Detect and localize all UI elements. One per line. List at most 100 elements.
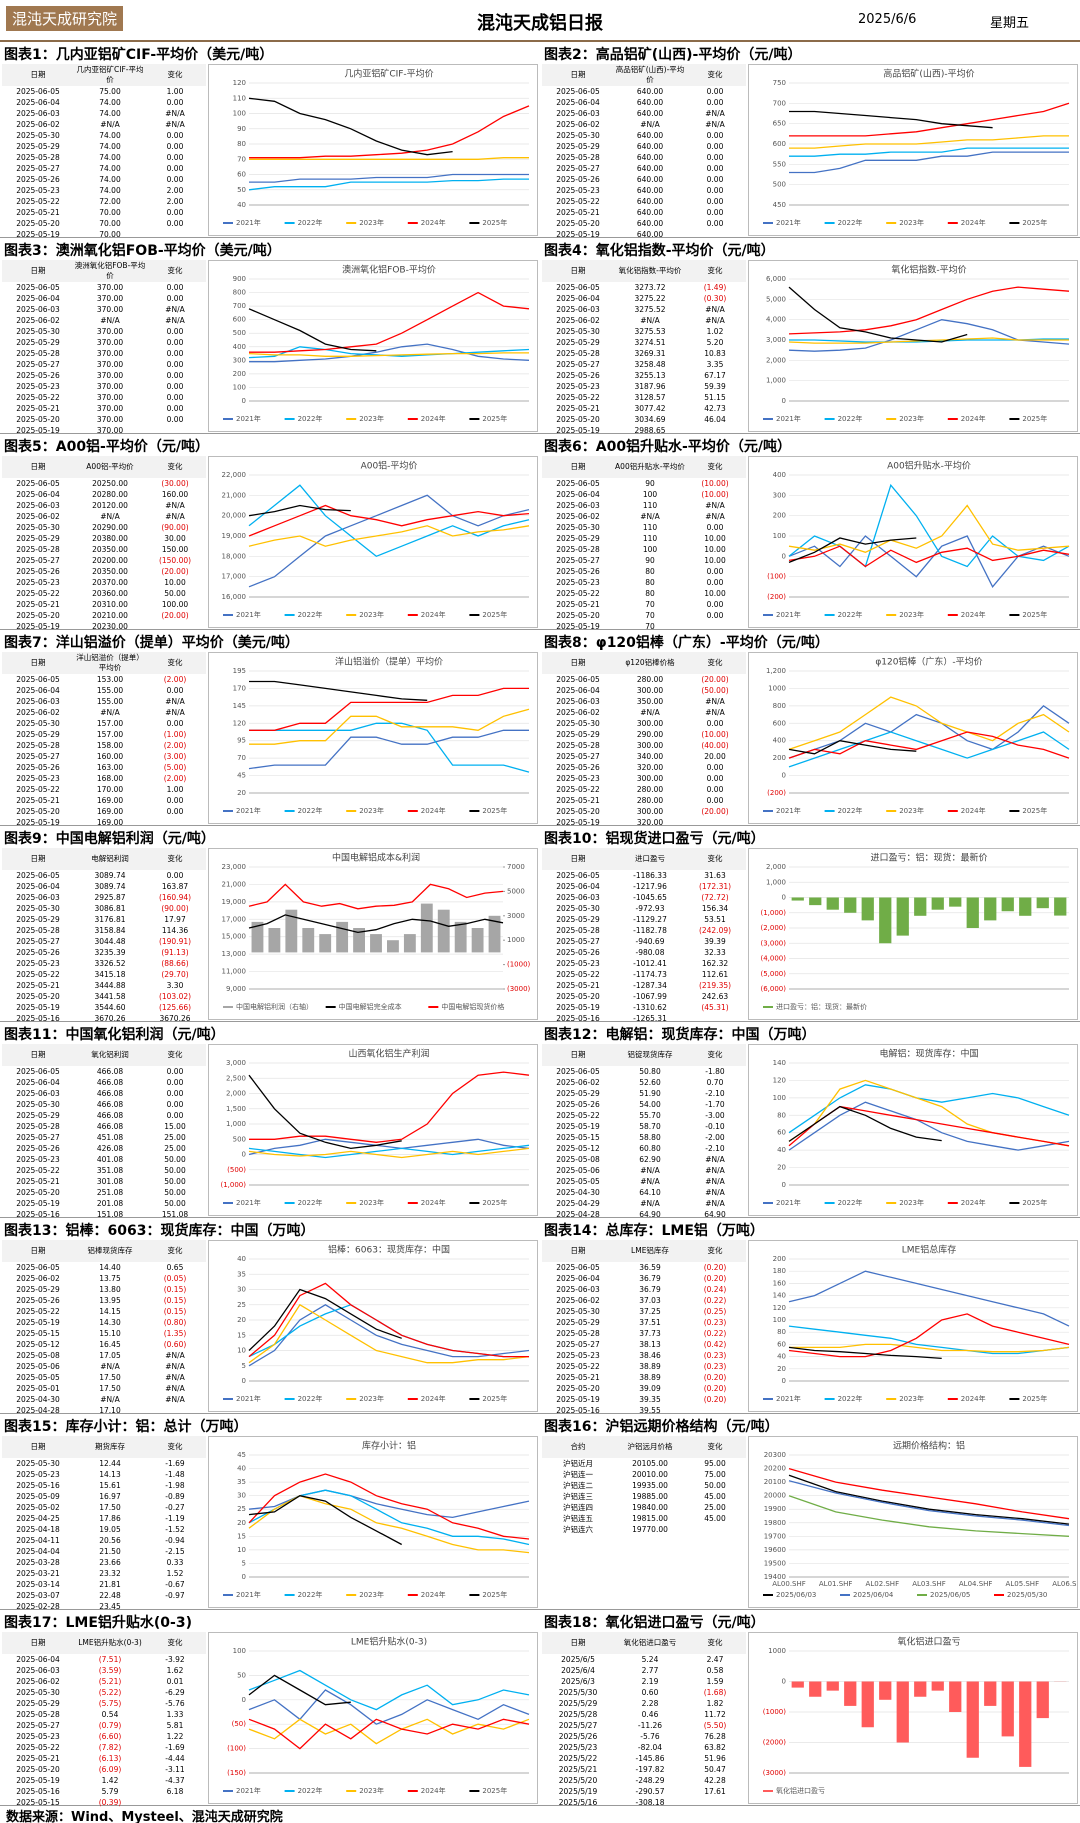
bar xyxy=(420,903,433,953)
table-cell: 2025-05-20 xyxy=(16,1188,60,1197)
table-cell: 0.00 xyxy=(706,523,724,532)
chart: 远期价格结构：铝 19400 19500 19600 19700 19800 19900 20… xyxy=(748,1436,1078,1608)
table-cell: 2025-05-29 xyxy=(556,142,600,151)
table-cell: (6.13) xyxy=(98,1754,122,1763)
table-cell: 2025-05-20 xyxy=(16,219,60,228)
table-cell: 640.00 xyxy=(636,153,664,162)
table-cell: -290.57 xyxy=(635,1787,665,1796)
table-cell: 300.00 xyxy=(636,774,664,783)
legend-label: 2022年 xyxy=(838,1394,863,1403)
column-header: 日期 xyxy=(570,1050,586,1059)
legend-label: 2025年 xyxy=(482,806,507,815)
y-tick-label: 200 xyxy=(773,1255,786,1263)
table-cell: 2025-03-07 xyxy=(16,1591,60,1600)
column-header: 澳洲氧化铝FOB-平均价 xyxy=(74,261,146,280)
chart-title: 进口盈亏：铝：现货：最新价 xyxy=(870,852,987,864)
legend-label: 2025年 xyxy=(1022,1198,1047,1207)
column-header: 变化 xyxy=(707,266,723,275)
table-cell: 50.00 xyxy=(704,1481,726,1490)
table-cell: 2025-02-28 xyxy=(16,1602,60,1611)
bar xyxy=(1001,1681,1014,1737)
table-cell: 0.00 xyxy=(706,164,724,173)
column-header: 日期 xyxy=(30,1638,46,1647)
table-cell: 0.00 xyxy=(166,1100,184,1109)
table-cell: 2.19 xyxy=(641,1677,659,1686)
table-cell: 20370.00 xyxy=(92,578,128,587)
y-tick-label: 6,000 xyxy=(766,275,786,283)
legend-label: 2023年 xyxy=(359,1394,384,1403)
table-cell: #N/A xyxy=(640,512,660,521)
table-row: 2025-05-20 20210.00 (20.00) xyxy=(2,610,206,621)
table-cell: 2025-06-04 xyxy=(16,1078,60,1087)
data-table: 日期 A00铝-平均价 变化 2025-06-05 20250.00 (30.00) 202… xyxy=(2,456,206,632)
y-tick-label: 120 xyxy=(233,719,246,727)
table-cell: (0.60) xyxy=(163,1340,187,1349)
table-row: 2025-05-19 169.00 xyxy=(2,817,206,828)
table-cell: 37.03 xyxy=(639,1296,661,1305)
table-cell: 2025-06-03 xyxy=(16,893,60,902)
table-cell: 2025-05-30 xyxy=(556,327,600,336)
table-row: 2025-05-26 3235.39 (91.13) xyxy=(2,947,206,958)
panel-title: 图表1：几内亚铝矿CIF-平均价（美元/吨） xyxy=(4,47,274,63)
table-cell: 1.00 xyxy=(166,87,184,96)
table-cell: 110 xyxy=(642,534,658,543)
panel: 图表3：澳洲氧化铝FOB-平均价（美元/吨） 日期 澳洲氧化铝FOB-平均价 变化 20… xyxy=(0,238,540,435)
table-row: 2025-05-26 80 0.00 xyxy=(542,566,746,577)
series-line xyxy=(788,1101,1070,1151)
panel-title: 图表4：氧化铝指数-平均价（元/吨） xyxy=(544,243,775,259)
y-tick-label: (50) xyxy=(232,1720,247,1728)
legend-label: 2023年 xyxy=(899,414,924,423)
table-cell: 2025-05-06 xyxy=(16,1362,60,1371)
table-cell: -1129.27 xyxy=(633,915,667,924)
column-header: 日期 xyxy=(570,1246,586,1255)
table-row: 2025/5/20 -248.29 42.28 xyxy=(542,1775,746,1786)
table-row: 2025-05-05 17.50 #N/A xyxy=(2,1372,206,1383)
table-cell: 350.00 xyxy=(636,697,664,706)
table-cell: 0.60 xyxy=(641,1688,659,1697)
series-line xyxy=(248,1669,530,1711)
y-tick-label: 650 xyxy=(773,120,786,128)
table-cell: 0.00 xyxy=(166,1078,184,1087)
table-row: 2025-05-22 3415.18 (29.70) xyxy=(2,969,206,980)
table-row: 2025-05-12 60.80 -2.10 xyxy=(542,1143,746,1154)
bar xyxy=(1001,897,1014,912)
table-row: 2025-05-19 14.30 (0.80) xyxy=(2,1317,206,1328)
table-cell: 2025/5/23 xyxy=(558,1743,598,1752)
table-cell: 466.08 xyxy=(96,1111,124,1120)
table-cell: -1182.78 xyxy=(633,926,667,935)
table-cell: 2025-05-20 xyxy=(556,415,600,424)
y-tick-label: 40 xyxy=(777,1353,786,1361)
y-tick-label: 20200 xyxy=(764,1465,786,1473)
table-cell: 2025-05-29 xyxy=(16,534,60,543)
column-header: 日期 xyxy=(30,1246,46,1255)
table-row: 2025-05-19 39.35 (0.20) xyxy=(542,1394,746,1405)
table-cell: 5.24 xyxy=(641,1655,659,1664)
y-tick-label: 0 xyxy=(782,1678,786,1686)
table-row: 2025-06-05 280.00 (20.00) xyxy=(542,674,746,685)
table-cell: 2025/5/27 xyxy=(558,1721,598,1730)
table-cell: 3441.58 xyxy=(94,992,126,1001)
table-cell: 163.87 xyxy=(161,882,189,891)
table-cell: 20010.00 xyxy=(632,1470,668,1479)
table-cell: -1310.62 xyxy=(633,1003,667,1012)
series-line xyxy=(248,97,453,156)
table-row: 2025-05-12 16.45 (0.60) xyxy=(2,1339,206,1350)
table-cell: 0.46 xyxy=(641,1710,659,1719)
table-cell: #N/A xyxy=(640,120,660,129)
table-cell: #N/A xyxy=(705,512,725,521)
table-cell: 14.40 xyxy=(99,1263,121,1272)
panel-title: 图表18：氧化铝进口盈亏（元/吨） xyxy=(544,1615,765,1631)
table-cell: 2025-05-29 xyxy=(556,534,600,543)
table-cell: 0.00 xyxy=(166,1089,184,1098)
legend-label: 2022年 xyxy=(298,1786,323,1795)
table-cell: 20.00 xyxy=(704,752,726,761)
series-line xyxy=(788,1270,1070,1327)
table-cell: 0.00 xyxy=(706,719,724,728)
table-row: 2025-05-16 -1265.31 xyxy=(542,1013,746,1024)
table-cell: (0.20) xyxy=(703,1274,727,1283)
table-cell: 2025/5/16 xyxy=(558,1798,598,1807)
series-line xyxy=(248,1489,530,1519)
table-row: 2025-05-29 290.00 (10.00) xyxy=(542,729,746,740)
table-row: 2025-06-04 20280.00 160.00 xyxy=(2,489,206,500)
table-cell: 2025-05-19 xyxy=(556,426,600,435)
